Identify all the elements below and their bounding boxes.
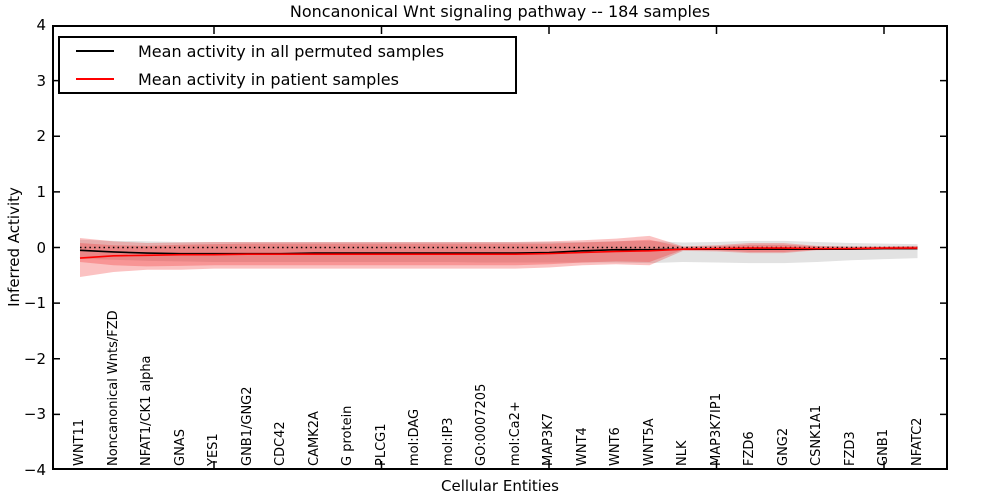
entity-label: WNT4 (574, 427, 590, 466)
legend-entry: Mean activity in patient samples (60, 67, 515, 91)
chart-title: Noncanonical Wnt signaling pathway -- 18… (289, 2, 711, 21)
entity-label: CAMK2A (306, 411, 322, 466)
entity-label: FZD3 (842, 431, 858, 466)
y-tick-label: 2 (36, 127, 46, 146)
entity-label: NFATC2 (909, 417, 925, 466)
entity-label: mol:IP3 (440, 417, 456, 466)
y-tick-label: 3 (36, 71, 46, 90)
y-tick-label: −4 (23, 461, 46, 479)
entity-label: G protein (340, 405, 355, 466)
entity-label: GNG2 (775, 427, 791, 466)
entity-label: GNB1 (876, 429, 891, 466)
entity-label: FZD6 (742, 431, 757, 466)
x-axis-label: Cellular Entities (441, 477, 559, 495)
y-tick-label: 4 (36, 16, 46, 34)
legend-label: Mean activity in all permuted samples (138, 41, 445, 61)
legend-line-swatch (76, 78, 114, 80)
entity-label: CDC42 (273, 421, 288, 466)
entity-label: YES1 (206, 433, 221, 466)
entity-label: GO:0007205 (474, 383, 489, 466)
chart-canvas (52, 25, 948, 470)
entity-label: NLK (675, 440, 690, 467)
entity-label: WNT5A (641, 418, 657, 466)
entity-label: GNB1/GNG2 (239, 386, 255, 466)
entity-label: MAP3K7IP1 (708, 393, 724, 466)
legend-label: Mean activity in patient samples (138, 69, 399, 89)
entity-label: WNT11 (72, 418, 87, 466)
entity-label: mol:Ca2+ (507, 401, 523, 466)
legend-line-swatch (76, 50, 114, 52)
entity-label: MAP3K7 (541, 412, 556, 466)
y-tick-label: 0 (36, 238, 46, 257)
band-patient-samples-band-outer- (80, 235, 918, 277)
y-tick-label: −3 (23, 405, 46, 424)
y-tick-label: −1 (23, 294, 46, 313)
y-tick-label: −2 (23, 349, 46, 368)
legend-box: Mean activity in all permuted samples Mea… (58, 36, 517, 94)
entity-label: GNAS (172, 429, 188, 466)
y-tick-label: 1 (36, 182, 46, 201)
mean-line-mean-activity-in-all-permuted-samples (79, 247, 918, 255)
plot-area: WNT11 Noncanonical Wnts/FZD NFAT1/CK1 alph… (52, 25, 948, 470)
entity-label: WNT6 (608, 427, 623, 466)
entity-label: NFAT1/CK1 alpha (139, 355, 154, 466)
band-permuted-samples-band (80, 239, 918, 264)
entity-label: Noncanonical Wnts/FZD (105, 310, 121, 466)
entity-label: PLCG1 (373, 423, 389, 466)
entity-label: CSNK1A1 (809, 404, 824, 466)
entity-label: mol:DAG (407, 408, 422, 466)
legend-entry: Mean activity in all permuted samples (60, 39, 515, 63)
mean-line-mean-activity-in-patient-samples (79, 247, 918, 259)
